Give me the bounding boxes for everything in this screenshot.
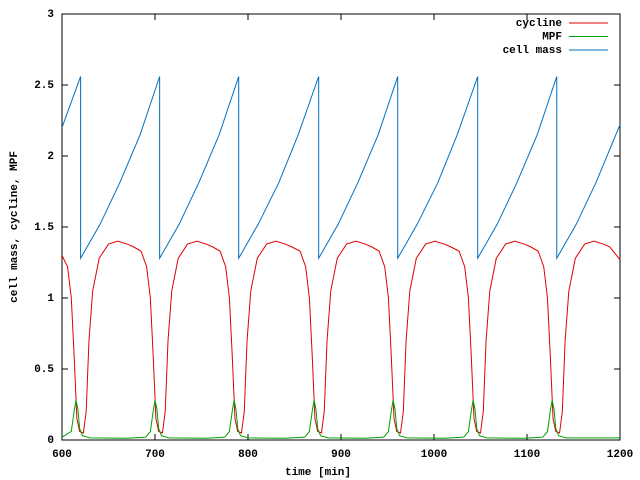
- y-axis-label: cell mass, cycline, MPF: [9, 151, 21, 303]
- x-tick-label: 1200: [607, 449, 633, 461]
- y-tick-label: 1: [47, 293, 54, 305]
- legend-label: cell mass: [503, 45, 562, 57]
- plot-frame: [61, 13, 621, 441]
- y-tick-label: 0.5: [34, 364, 54, 376]
- y-tick-label: 0: [47, 435, 54, 447]
- x-tick-label: 600: [52, 449, 72, 461]
- x-tick-label: 1100: [514, 449, 540, 461]
- series-line: [61, 400, 620, 439]
- legend-label: cycline: [516, 18, 563, 30]
- x-tick-label: 800: [238, 449, 258, 461]
- y-tick-label: 1.5: [34, 222, 54, 234]
- legend-label: MPF: [542, 31, 562, 43]
- y-tick-label: 2.5: [34, 80, 54, 92]
- x-tick-label: 900: [331, 449, 351, 461]
- x-tick-label: 1000: [421, 449, 447, 461]
- x-axis-label: time [min]: [285, 467, 351, 479]
- series-line: [61, 76, 621, 261]
- series-line: [61, 240, 621, 434]
- y-tick-label: 2: [47, 151, 54, 163]
- x-tick-label: 700: [145, 449, 165, 461]
- y-tick-label: 3: [47, 9, 54, 21]
